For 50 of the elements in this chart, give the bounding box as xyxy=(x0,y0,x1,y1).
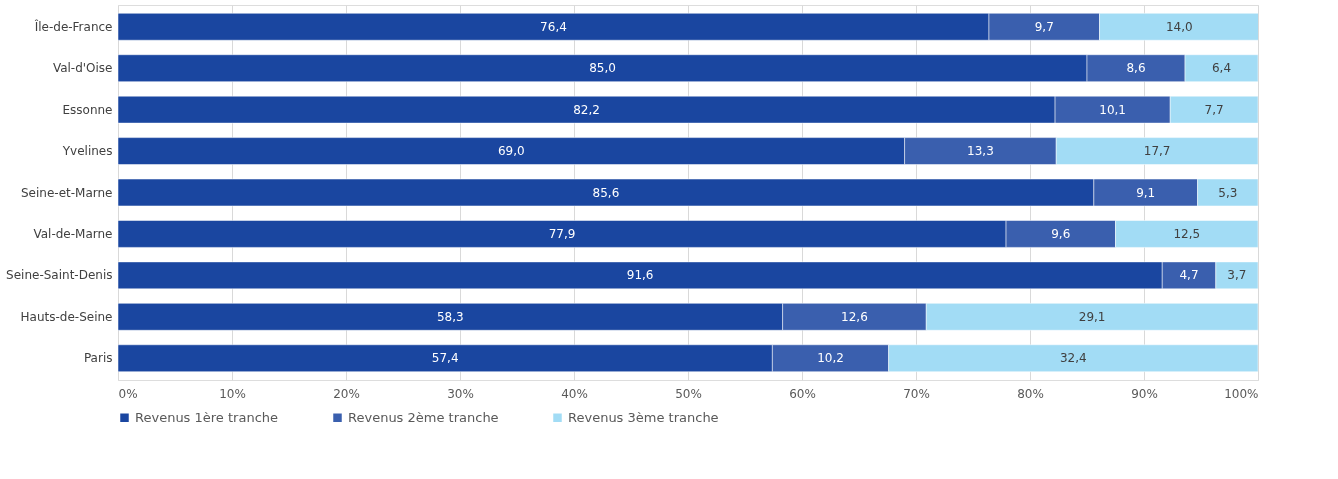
data-label: 8,6 xyxy=(1126,61,1146,76)
data-label: 82,2 xyxy=(573,102,600,117)
data-label: 7,7 xyxy=(1204,102,1224,117)
data-label: 76,4 xyxy=(540,19,567,34)
data-label: 10,2 xyxy=(817,351,844,366)
y-tick-label: Paris xyxy=(83,351,113,366)
y-tick-label: Seine-et-Marne xyxy=(21,185,113,200)
y-tick-label: Val-d'Oise xyxy=(52,61,113,76)
data-label: 10,1 xyxy=(1099,102,1127,117)
data-label: 3,7 xyxy=(1227,268,1247,283)
x-tick-label: 30% xyxy=(447,386,474,401)
legend-label: Revenus 3ème tranche xyxy=(568,409,719,425)
y-tick-label: Île-de-France xyxy=(33,18,113,34)
x-tick-label: 100% xyxy=(1224,386,1259,401)
legend-label: Revenus 2ème tranche xyxy=(348,409,499,425)
data-label: 69,0 xyxy=(497,144,525,159)
data-label: 58,3 xyxy=(436,309,464,324)
data-label: 9,7 xyxy=(1034,19,1054,34)
y-tick-label: Val-de-Marne xyxy=(33,226,113,241)
x-tick-label: 80% xyxy=(1017,386,1044,401)
data-label: 12,6 xyxy=(841,309,868,324)
data-label: 57,4 xyxy=(431,351,459,366)
data-label: 9,6 xyxy=(1051,226,1071,241)
data-label: 91,6 xyxy=(626,268,654,283)
data-label: 14,0 xyxy=(1165,19,1193,34)
data-label: 85,6 xyxy=(592,185,620,200)
x-tick-label: 90% xyxy=(1131,386,1158,401)
x-tick-label: 40% xyxy=(561,386,588,401)
data-label: 17,7 xyxy=(1143,144,1171,159)
data-label: 12,5 xyxy=(1173,226,1201,241)
data-label: 5,3 xyxy=(1218,185,1238,200)
y-tick-label: Essonne xyxy=(62,102,113,117)
y-tick-label: Yvelines xyxy=(61,144,113,159)
legend-label: Revenus 1ère tranche xyxy=(135,409,279,425)
data-label: 32,4 xyxy=(1059,351,1087,366)
x-tick-label: 60% xyxy=(789,386,816,401)
x-tick-label: 20% xyxy=(333,386,360,401)
y-tick-label: Seine-Saint-Denis xyxy=(6,268,113,283)
x-tick-label: 10% xyxy=(219,386,246,401)
data-label: 9,1 xyxy=(1136,185,1156,200)
data-label: 13,3 xyxy=(967,144,994,159)
data-label: 77,9 xyxy=(548,226,576,241)
data-label: 85,0 xyxy=(589,61,616,76)
x-tick-label: 0% xyxy=(118,386,138,401)
y-tick-label: Hauts-de-Seine xyxy=(20,309,113,324)
x-tick-label: 50% xyxy=(675,386,702,401)
data-label: 29,1 xyxy=(1078,309,1106,324)
data-label: 4,7 xyxy=(1179,268,1199,283)
x-tick-label: 70% xyxy=(903,386,930,401)
data-label: 6,4 xyxy=(1211,61,1232,76)
